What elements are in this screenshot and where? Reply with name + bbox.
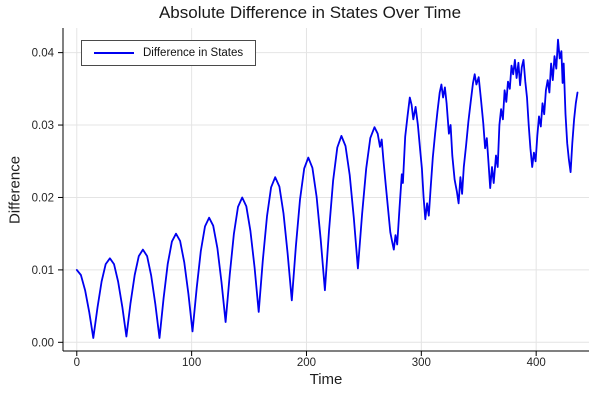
series-line [75,38,579,339]
x-tick-label: 200 [297,357,316,369]
y-tick-label: 0.02 [32,192,54,204]
legend: Difference in States [81,40,257,66]
chart-title: Absolute Difference in States Over Time [158,3,462,22]
x-axis-label: Time [309,371,343,388]
x-tick-label: 300 [412,357,431,369]
x-tick-label: 400 [527,357,546,369]
legend-line-sample [94,52,134,54]
x-tick-label: 100 [182,357,201,369]
legend-label: Difference in States [143,47,244,59]
y-tick-label: 0.01 [32,265,54,277]
y-tick-label: 0.04 [32,48,55,60]
x-tick-label: 0 [74,357,80,369]
y-tick-label: 0.00 [32,337,54,349]
y-tick-label: 0.03 [32,120,54,132]
